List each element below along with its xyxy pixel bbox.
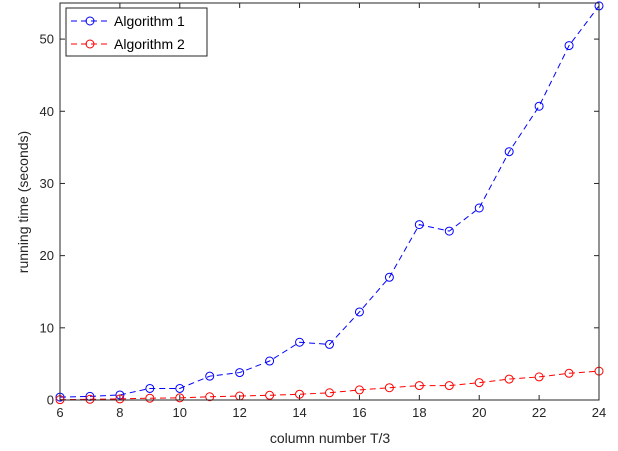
legend-marker [85, 39, 95, 49]
series-line [59, 370, 600, 401]
data-point [205, 371, 215, 381]
data-point [205, 392, 215, 402]
x-tick-label: 12 [232, 405, 246, 420]
data-point [175, 383, 185, 393]
data-point [534, 372, 544, 382]
legend-item: Algorithm 2 [71, 36, 185, 52]
y-tick-label: 50 [40, 32, 54, 47]
data-point [564, 41, 574, 51]
data-point [414, 381, 424, 391]
legend-label: Algorithm 1 [114, 13, 185, 29]
plot-frame [59, 2, 600, 401]
data-point [145, 393, 155, 403]
data-point [295, 389, 305, 399]
legend-label: Algorithm 2 [114, 36, 185, 52]
data-point [115, 390, 125, 400]
data-point [265, 390, 275, 400]
x-tick-label: 18 [412, 405, 426, 420]
data-point [175, 393, 185, 403]
legend: Algorithm 1 Algorithm 2 [65, 7, 208, 57]
data-point [564, 368, 574, 378]
y-tick-label: 0 [47, 393, 54, 408]
data-point [235, 368, 245, 378]
y-axis-label: running time (seconds) [15, 131, 31, 273]
data-point [414, 220, 424, 230]
data-point [265, 356, 275, 366]
data-point [444, 226, 454, 236]
data-point [85, 394, 95, 404]
y-axis-ticks: 0 10 20 30 40 50 [40, 32, 599, 408]
y-tick-label: 40 [40, 104, 54, 119]
y-tick-label: 20 [40, 248, 54, 263]
y-tick-label: 30 [40, 176, 54, 191]
data-point [325, 388, 334, 398]
x-tick-label: 8 [116, 405, 123, 420]
x-tick-label: 10 [173, 405, 187, 420]
data-point [384, 383, 394, 393]
data-point [384, 272, 394, 282]
legend-marker [85, 16, 95, 26]
data-point [474, 378, 484, 388]
data-point [534, 101, 544, 111]
x-axis-label: column number T/3 [270, 430, 391, 446]
legend-item: Algorithm 1 [71, 13, 185, 29]
series-line [59, 5, 600, 398]
x-tick-label: 20 [472, 405, 486, 420]
x-tick-label: 6 [56, 405, 63, 420]
data-point [325, 339, 334, 349]
x-axis-ticks: 6 8 10 12 14 16 18 20 22 24 [56, 3, 606, 420]
data-point [504, 147, 514, 157]
series-1 [55, 1, 604, 402]
x-tick-label: 14 [292, 405, 306, 420]
y-tick-label: 10 [40, 320, 54, 335]
x-tick-label: 22 [532, 405, 546, 420]
data-point [444, 381, 454, 391]
data-point [295, 337, 305, 347]
series-2 [55, 366, 604, 405]
data-point [115, 394, 125, 404]
data-point [354, 385, 364, 395]
data-point [145, 383, 155, 393]
x-tick-label: 24 [592, 405, 606, 420]
data-point [504, 374, 514, 384]
data-point [354, 307, 364, 317]
series-layer [55, 1, 604, 405]
x-tick-label: 16 [352, 405, 366, 420]
data-point [474, 203, 484, 213]
